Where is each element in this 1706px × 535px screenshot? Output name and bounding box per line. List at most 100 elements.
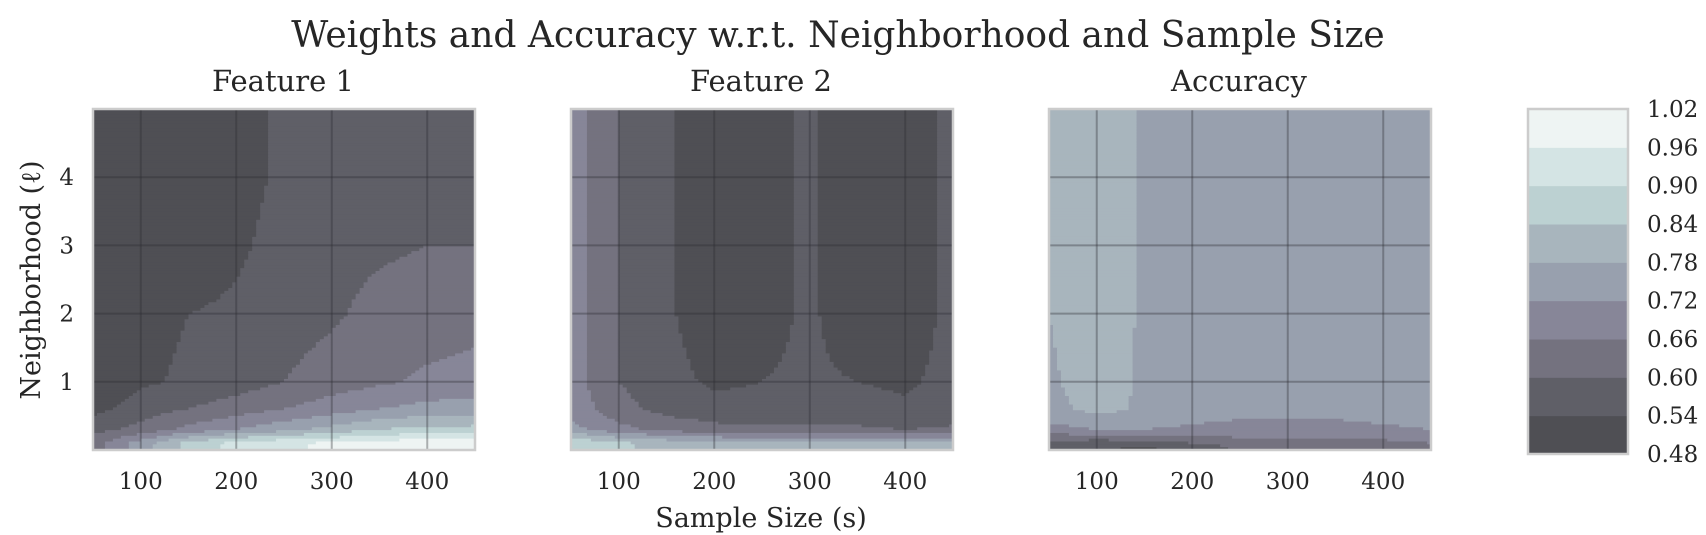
contour-band-cell bbox=[817, 228, 938, 232]
contour-band-cell bbox=[93, 307, 202, 312]
contour-band-cell bbox=[586, 168, 620, 173]
contour-band-cell bbox=[395, 259, 476, 264]
contour-band-cell bbox=[586, 143, 620, 147]
contour-band-cell bbox=[571, 285, 588, 289]
contour-band-cell bbox=[698, 378, 763, 383]
contour-band-cell bbox=[1136, 154, 1432, 158]
contour-band-cell bbox=[180, 330, 333, 335]
contour-band-cell bbox=[93, 285, 233, 289]
contour-band-cell bbox=[618, 182, 676, 187]
contour-band-cell bbox=[789, 339, 827, 343]
contour-band-cell bbox=[180, 336, 325, 340]
contour-band-cell bbox=[1232, 418, 1345, 423]
contour-band-cell bbox=[571, 339, 588, 343]
contour-band-cell bbox=[268, 154, 476, 158]
contour-band-cell bbox=[618, 131, 676, 136]
contour-band-cell bbox=[793, 148, 819, 153]
contour-band-cell bbox=[571, 114, 588, 119]
contour-band-cell bbox=[901, 393, 906, 397]
contour-band-cell bbox=[1049, 279, 1138, 283]
contour-band-cell bbox=[1049, 370, 1062, 374]
contour-band-cell bbox=[586, 231, 620, 235]
contour-band-cell bbox=[937, 296, 954, 300]
x-tick-label: 200 bbox=[1170, 469, 1214, 495]
contour-band-cell bbox=[618, 347, 687, 352]
contour-band-cell bbox=[571, 347, 588, 352]
contour-band-cell bbox=[571, 387, 588, 391]
contour-band-cell bbox=[789, 324, 823, 329]
contour-band-cell bbox=[921, 378, 954, 383]
contour-band-cell bbox=[793, 251, 819, 255]
contour-band-cell bbox=[881, 387, 914, 391]
contour-band-cell bbox=[662, 413, 954, 417]
contour-band-cell bbox=[331, 413, 476, 417]
contour-band-cell bbox=[817, 279, 938, 283]
contour-band-cell bbox=[821, 324, 938, 329]
contour-band-cell bbox=[93, 390, 138, 394]
contour-band-cell bbox=[586, 239, 620, 244]
contour-band-cell bbox=[1049, 208, 1138, 212]
contour-band-cell bbox=[817, 276, 938, 281]
contour-band-cell bbox=[586, 290, 620, 295]
contour-band-cell bbox=[1423, 427, 1432, 431]
contour-band-cell bbox=[571, 120, 588, 124]
contour-band-cell bbox=[208, 302, 353, 306]
contour-band-cell bbox=[817, 313, 938, 318]
contour-band-cell bbox=[93, 427, 122, 431]
contour-band-cell bbox=[1343, 418, 1432, 423]
contour-band-cell bbox=[93, 151, 269, 156]
contour-band-cell bbox=[1399, 424, 1432, 428]
contour-band-cell bbox=[793, 262, 819, 266]
contour-band-cell bbox=[937, 128, 954, 133]
contour-band-cell bbox=[817, 293, 938, 298]
x-tick-label: 100 bbox=[119, 469, 163, 495]
contour-band-cell bbox=[351, 421, 476, 426]
contour-band-cell bbox=[571, 248, 588, 252]
contour-band-cell bbox=[586, 222, 620, 227]
contour-band-cell bbox=[817, 111, 938, 116]
contour-band-cell bbox=[264, 197, 476, 201]
contour-band-cell bbox=[817, 128, 938, 133]
contour-band-cell bbox=[236, 279, 369, 283]
contour-band-cell bbox=[674, 157, 795, 161]
contour-band-cell bbox=[821, 330, 934, 335]
contour-band-cell bbox=[93, 353, 174, 357]
contour-band-cell bbox=[1132, 359, 1432, 363]
contour-band-cell bbox=[268, 384, 377, 389]
contour-band-cell bbox=[789, 330, 823, 335]
contour-band-cell bbox=[571, 410, 600, 414]
contour-band-cell bbox=[571, 313, 588, 318]
contour-band-cell bbox=[586, 265, 620, 269]
contour-band-cell bbox=[299, 359, 440, 363]
contour-band-cell bbox=[773, 370, 843, 374]
contour-band-cell bbox=[674, 270, 795, 275]
contour-band-cell bbox=[240, 427, 313, 431]
contour-band-cell bbox=[586, 367, 620, 372]
contour-band-cell bbox=[160, 381, 281, 386]
panel-1-plot bbox=[91, 107, 477, 452]
contour-band-cell bbox=[1049, 126, 1138, 130]
contour-band-cell bbox=[618, 202, 676, 207]
contour-band-cell bbox=[1108, 438, 1388, 443]
contour-band-cell bbox=[937, 211, 954, 215]
contour-band-cell bbox=[571, 259, 588, 264]
contour-band-cell bbox=[351, 430, 476, 434]
contour-band-cell bbox=[793, 214, 819, 218]
contour-band-cell bbox=[571, 415, 608, 420]
contour-band-cell bbox=[212, 418, 293, 423]
contour-band-cell bbox=[674, 165, 795, 170]
contour-band-cell bbox=[204, 305, 353, 309]
contour-band-cell bbox=[347, 390, 476, 394]
contour-band-cell bbox=[678, 324, 791, 329]
contour-band-cell bbox=[817, 282, 938, 286]
contour-band-cell bbox=[586, 120, 620, 124]
contour-band-cell bbox=[1128, 407, 1432, 411]
contour-band-cell bbox=[618, 276, 676, 281]
contour-band-cell bbox=[571, 262, 588, 266]
contour-band-cell bbox=[403, 378, 476, 383]
contour-band-cell bbox=[586, 327, 620, 332]
contour-band-cell bbox=[571, 131, 588, 136]
contour-band-cell bbox=[618, 109, 676, 113]
contour-band-cell bbox=[674, 256, 795, 261]
contour-band-cell bbox=[710, 387, 731, 391]
